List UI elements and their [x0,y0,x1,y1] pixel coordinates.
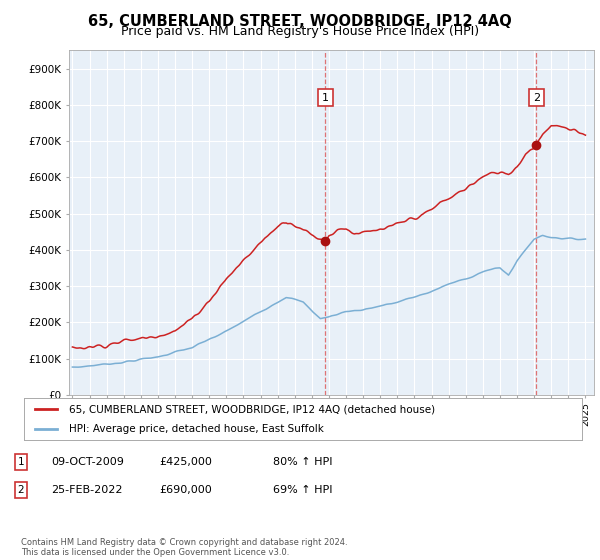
Text: 65, CUMBERLAND STREET, WOODBRIDGE, IP12 4AQ: 65, CUMBERLAND STREET, WOODBRIDGE, IP12 … [88,14,512,29]
Text: 09-OCT-2009: 09-OCT-2009 [51,457,124,467]
Text: 69% ↑ HPI: 69% ↑ HPI [273,485,332,495]
Text: 1: 1 [322,92,329,102]
Text: 25-FEB-2022: 25-FEB-2022 [51,485,122,495]
Text: Price paid vs. HM Land Registry's House Price Index (HPI): Price paid vs. HM Land Registry's House … [121,25,479,38]
Text: 2: 2 [17,485,25,495]
Text: 1: 1 [17,457,25,467]
Text: HPI: Average price, detached house, East Suffolk: HPI: Average price, detached house, East… [68,424,323,434]
Text: 2: 2 [533,92,540,102]
Text: Contains HM Land Registry data © Crown copyright and database right 2024.
This d: Contains HM Land Registry data © Crown c… [21,538,347,557]
Text: 65, CUMBERLAND STREET, WOODBRIDGE, IP12 4AQ (detached house): 65, CUMBERLAND STREET, WOODBRIDGE, IP12 … [68,404,435,414]
Text: £425,000: £425,000 [159,457,212,467]
Text: £690,000: £690,000 [159,485,212,495]
Text: 80% ↑ HPI: 80% ↑ HPI [273,457,332,467]
